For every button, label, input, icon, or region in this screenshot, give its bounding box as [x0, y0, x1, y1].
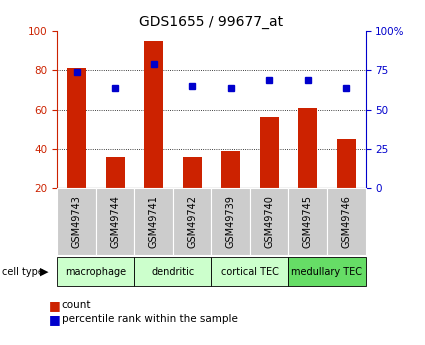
Text: ■: ■ [49, 313, 61, 326]
Text: GSM49742: GSM49742 [187, 195, 197, 248]
Text: dendritic: dendritic [151, 267, 195, 277]
Text: cell type: cell type [2, 267, 44, 277]
Text: GSM49739: GSM49739 [226, 195, 236, 248]
Bar [337, 139, 356, 188]
Bar [105, 157, 125, 188]
Text: GSM49745: GSM49745 [303, 195, 313, 248]
Bar [144, 41, 163, 188]
Text: GSM49743: GSM49743 [72, 195, 82, 248]
Text: cortical TEC: cortical TEC [221, 267, 279, 277]
Text: ▶: ▶ [40, 267, 48, 277]
Text: GSM49744: GSM49744 [110, 195, 120, 248]
Text: ■: ■ [49, 299, 61, 312]
Text: GSM49746: GSM49746 [341, 195, 351, 248]
Bar [260, 117, 279, 188]
Text: medullary TEC: medullary TEC [292, 267, 363, 277]
Text: macrophage: macrophage [65, 267, 127, 277]
Text: GSM49740: GSM49740 [264, 195, 274, 248]
Text: GSM49741: GSM49741 [149, 195, 159, 248]
Bar [183, 157, 202, 188]
Title: GDS1655 / 99677_at: GDS1655 / 99677_at [139, 14, 283, 29]
Bar [298, 108, 317, 188]
Bar [221, 151, 240, 188]
Bar [67, 68, 86, 188]
Text: count: count [62, 300, 91, 310]
Text: percentile rank within the sample: percentile rank within the sample [62, 314, 238, 324]
